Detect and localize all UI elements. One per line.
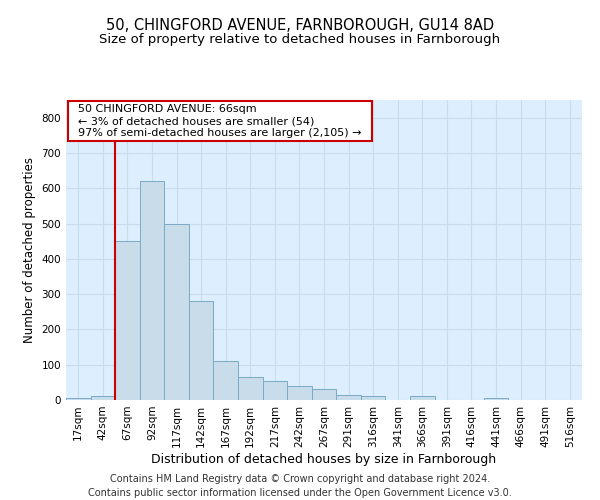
Bar bbox=[66, 398, 91, 400]
Bar bbox=[91, 396, 115, 400]
Bar bbox=[214, 361, 238, 400]
Bar bbox=[361, 396, 385, 400]
Bar bbox=[336, 394, 361, 400]
Y-axis label: Number of detached properties: Number of detached properties bbox=[23, 157, 36, 343]
Text: Contains HM Land Registry data © Crown copyright and database right 2024.
Contai: Contains HM Land Registry data © Crown c… bbox=[88, 474, 512, 498]
Bar bbox=[238, 377, 263, 400]
Bar bbox=[189, 301, 214, 400]
X-axis label: Distribution of detached houses by size in Farnborough: Distribution of detached houses by size … bbox=[151, 452, 497, 466]
Bar bbox=[140, 181, 164, 400]
Bar bbox=[484, 398, 508, 400]
Bar bbox=[115, 241, 140, 400]
Bar bbox=[287, 386, 312, 400]
Bar bbox=[312, 390, 336, 400]
Text: 50 CHINGFORD AVENUE: 66sqm  
  ← 3% of detached houses are smaller (54)  
  97% : 50 CHINGFORD AVENUE: 66sqm ← 3% of detac… bbox=[71, 104, 368, 138]
Bar bbox=[164, 224, 189, 400]
Text: 50, CHINGFORD AVENUE, FARNBOROUGH, GU14 8AD: 50, CHINGFORD AVENUE, FARNBOROUGH, GU14 … bbox=[106, 18, 494, 32]
Text: Size of property relative to detached houses in Farnborough: Size of property relative to detached ho… bbox=[100, 32, 500, 46]
Bar bbox=[410, 396, 434, 400]
Bar bbox=[263, 380, 287, 400]
